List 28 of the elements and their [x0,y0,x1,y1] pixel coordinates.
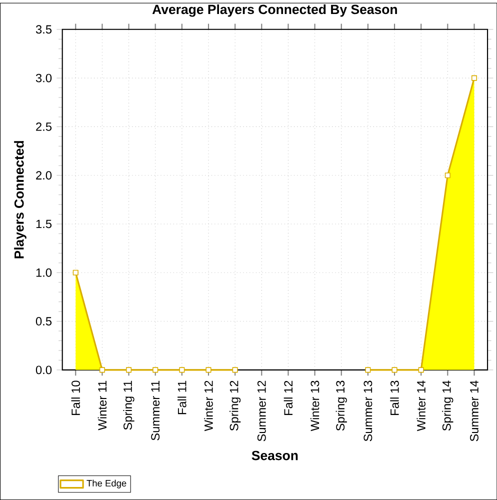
x-tick-label: Spring 13 [336,380,347,431]
x-tick-label: Summer 14 [470,380,478,442]
x-tick-label: Fall 13 [390,380,399,415]
x-tick-label: Summer 11 [151,380,160,440]
y-tick-label: 3.0 [36,74,52,82]
x-tick-label: Fall 12 [284,380,293,415]
x-tick-label: Winter 14 [416,380,426,432]
y-tick-label: 2.0 [36,171,52,180]
x-tick-label: Winter 11 [98,380,106,430]
y-tick-label: 0.5 [36,317,52,326]
chart-title: Average Players Connected By Season [152,4,397,17]
x-tick-label: Spring 11 [123,380,134,430]
y-tick-label: 2.5 [36,122,52,131]
y-tick-label: 1.5 [36,220,52,228]
x-tick-label: Winter 12 [204,380,213,432]
x-tick-label: Spring 14 [442,380,454,431]
y-tick-label: 3.5 [36,25,52,34]
y-axis-title: Players Connected [14,141,26,258]
x-axis-title: Season [252,450,298,460]
x-tick-label: Fall 10 [71,380,80,415]
legend-label: The Edge [86,480,126,488]
x-tick-label: Fall 11 [177,380,186,414]
y-tick-label: 1.0 [36,268,52,277]
x-tick-label: Winter 13 [310,380,320,432]
x-tick-label: Summer 12 [257,380,266,442]
x-tick-label: Summer 13 [364,380,372,442]
y-tick-label: 0.0 [36,366,52,374]
x-tick-label: Spring 12 [229,380,241,431]
